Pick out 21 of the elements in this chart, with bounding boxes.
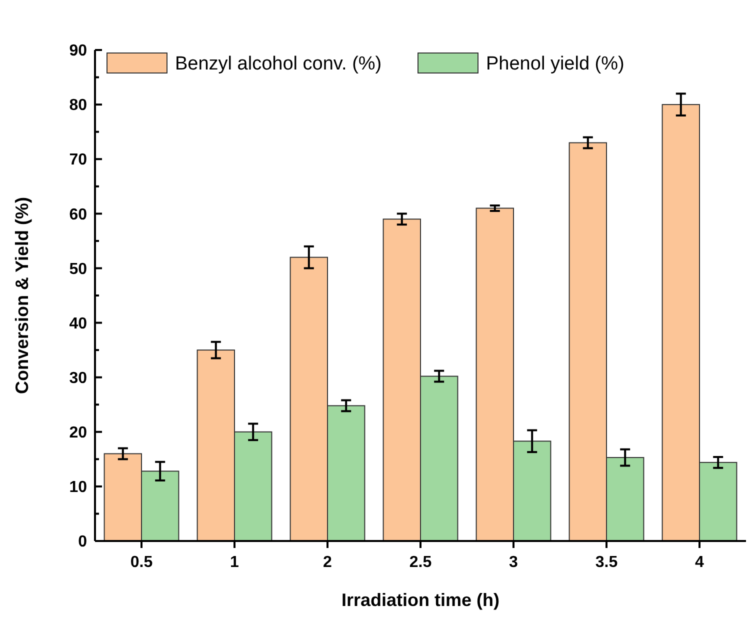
- y-axis-title: Conversion & Yield (%): [12, 196, 32, 394]
- legend-label: Phenol yield (%): [486, 54, 624, 75]
- x-axis-title: Irradiation time (h): [341, 590, 500, 610]
- y-tick-label: 80: [69, 97, 88, 114]
- y-tick-label: 40: [69, 315, 88, 332]
- y-tick-label: 70: [69, 152, 88, 169]
- x-tick-label: 2.5: [409, 554, 432, 571]
- y-tick-label: 10: [69, 479, 88, 496]
- y-tick-label: 90: [69, 42, 88, 60]
- x-tick-label: 3.5: [595, 554, 618, 571]
- x-tick-label: 3: [509, 554, 518, 571]
- x-tick-label: 0.5: [130, 554, 153, 571]
- x-tick-label: 1: [230, 554, 240, 571]
- y-tick-label: 0: [78, 534, 88, 551]
- y-tick-label: 20: [69, 424, 88, 442]
- y-tick-label: 30: [69, 370, 88, 387]
- legend-label: Benzyl alcohol conv. (%): [175, 54, 382, 75]
- y-tick-label: 60: [69, 206, 88, 224]
- x-tick-label: 2: [323, 554, 332, 571]
- y-tick-label: 50: [69, 260, 88, 278]
- x-tick-label: 4: [695, 554, 704, 571]
